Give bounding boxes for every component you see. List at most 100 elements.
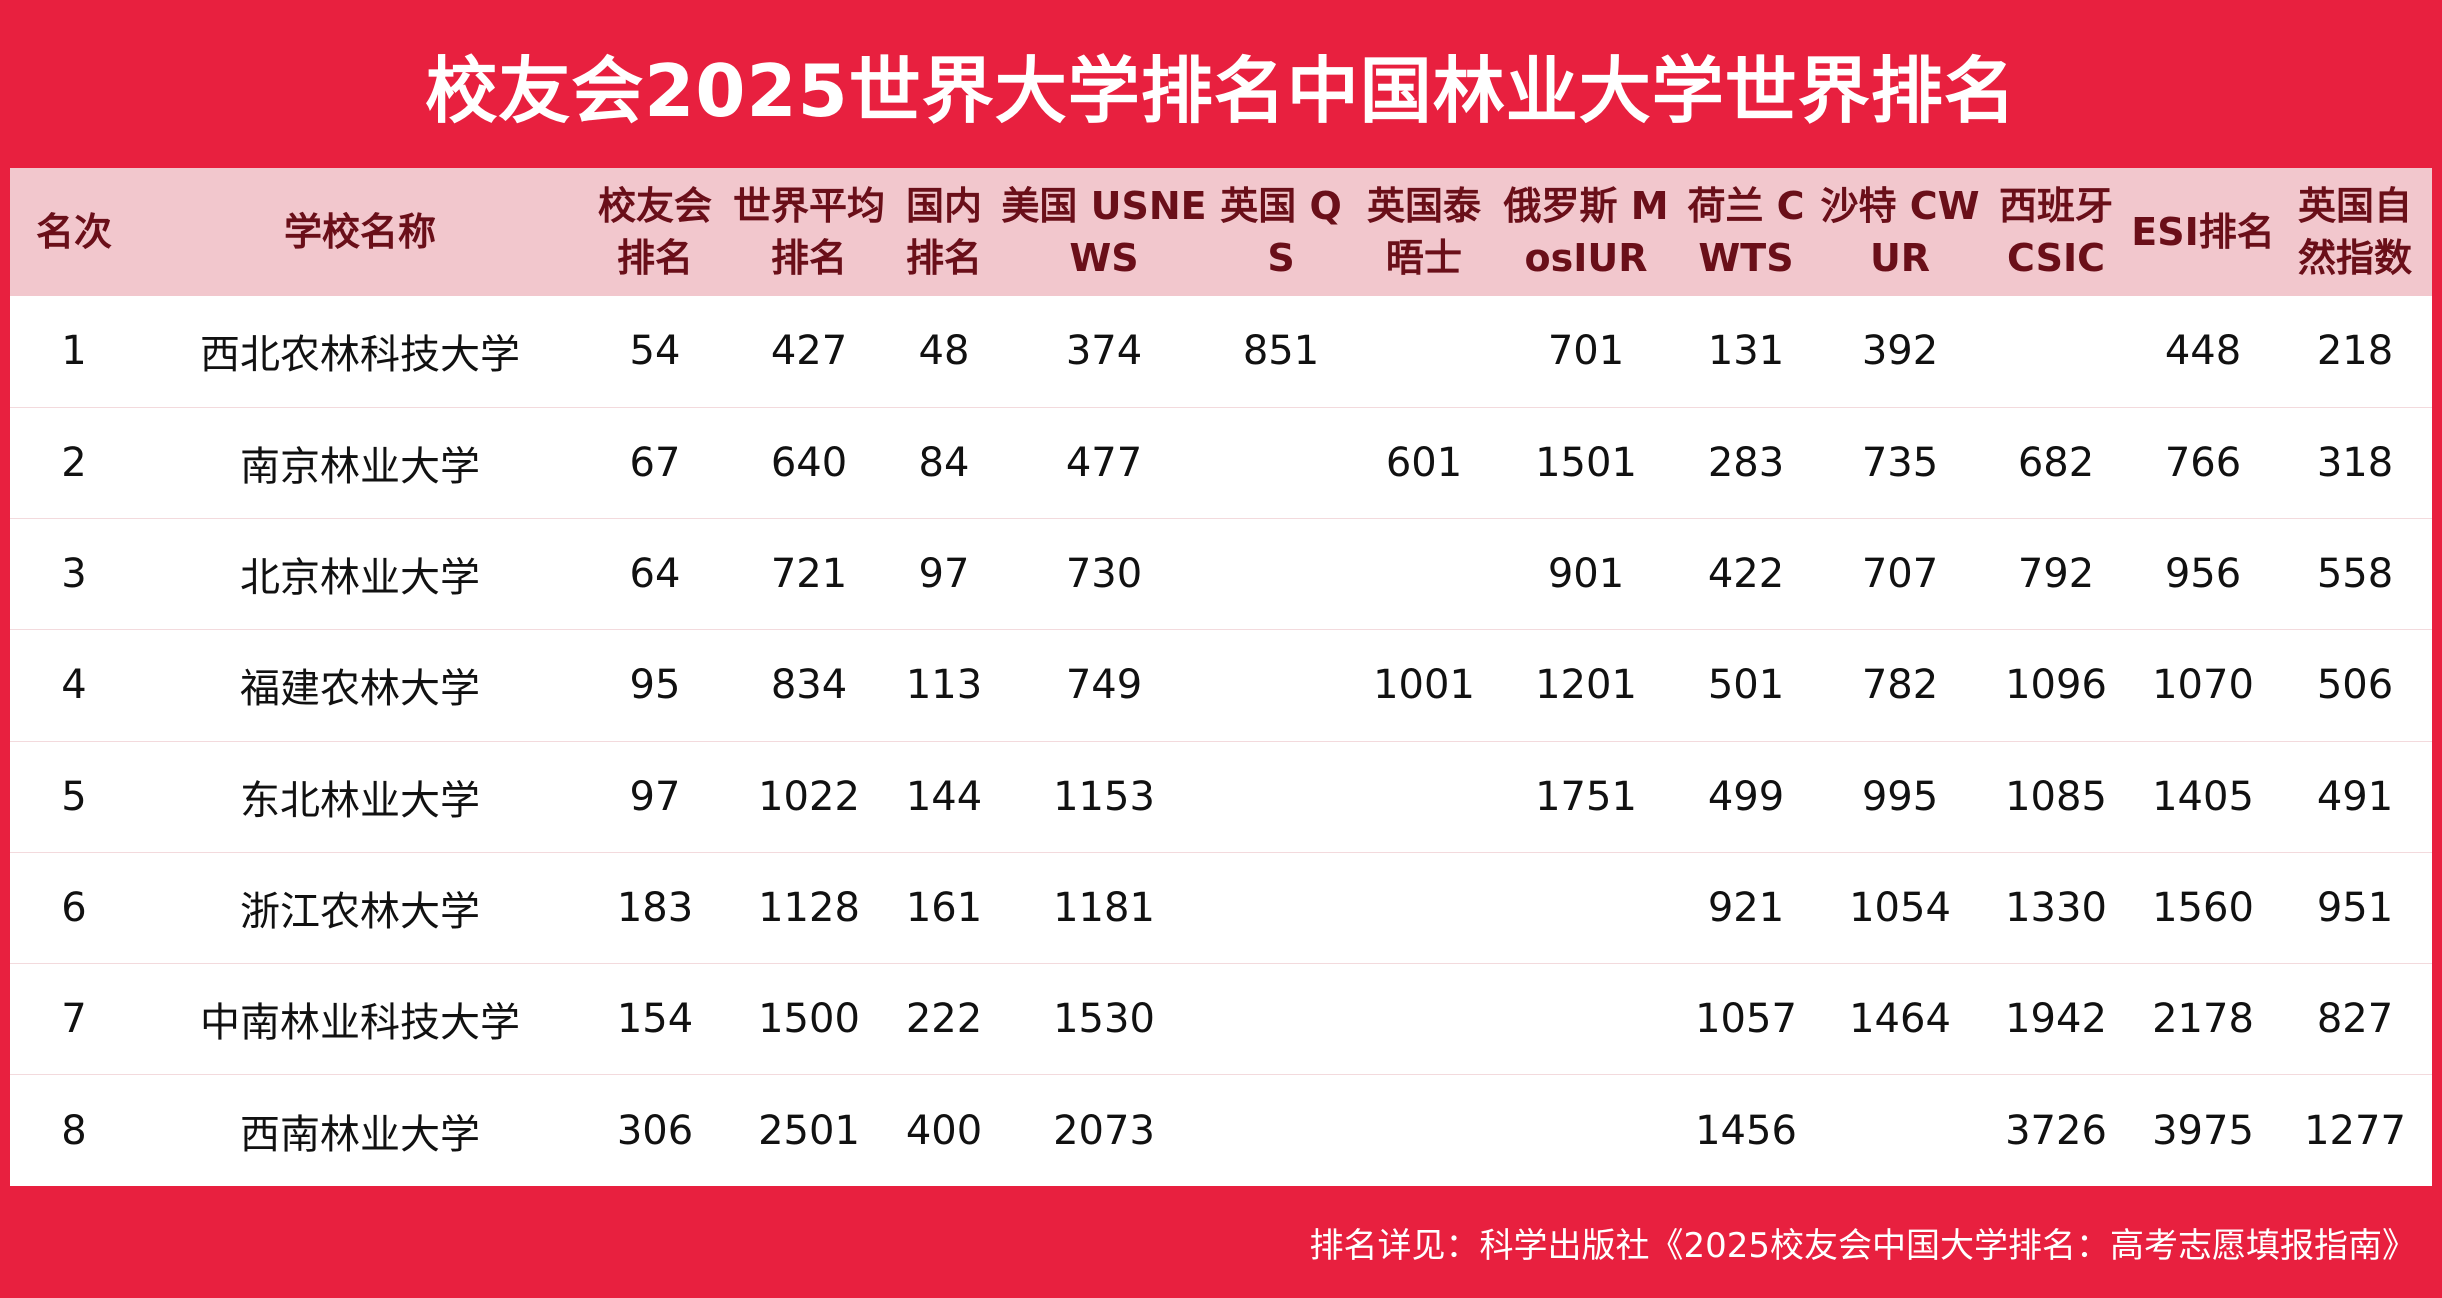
table-cell: 1405	[2152, 773, 2254, 820]
source-note: 排名详见：科学出版社《2025校友会中国大学排名：高考志愿填报指南》	[1309, 1225, 2416, 1266]
table-row: 7 中南林业科技大学 154 1500 222 1530 1057 1464 1942 2178 8…	[10, 964, 2432, 1075]
table-cell: 3726	[2005, 1107, 2107, 1154]
school-name-cell: 浙江农林大学	[240, 888, 480, 935]
table-cell: 1054	[1849, 884, 1951, 931]
school-name-cell: 西北农林科技大学	[200, 332, 520, 379]
table-cell: 782	[1861, 662, 1939, 709]
table-cell: 640	[770, 439, 848, 486]
header-domestic-rank: 国内排名	[905, 184, 982, 280]
table-cell: 951	[2316, 884, 2394, 931]
table-cell: 501	[1707, 662, 1785, 709]
school-name-cell: 东北林业大学	[240, 777, 480, 824]
header-csic: 西班牙 CSIC	[1998, 184, 2113, 280]
table-row: 2 南京林业大学 67 640 84 477 601 1501 283 735 682 766 318	[10, 407, 2432, 519]
table-cell: 306	[616, 1107, 694, 1154]
table-cell	[1210, 741, 1352, 852]
table-cell: 721	[770, 551, 848, 598]
table-cell: 64	[629, 551, 681, 598]
header-times: 英国泰晤士	[1366, 184, 1481, 280]
table-cell	[1352, 964, 1496, 1075]
table-cell: 1085	[2005, 773, 2107, 820]
table-cell: 1181	[1053, 884, 1155, 931]
table-cell: 1001	[1373, 662, 1475, 709]
table-cell: 183	[616, 884, 694, 931]
table-cell	[1352, 741, 1496, 852]
header-cwts: 荷兰 CWTS	[1687, 184, 1805, 280]
table-cell: 735	[1861, 439, 1939, 486]
school-name-cell: 福建农林大学	[240, 666, 480, 713]
table-cell: 601	[1385, 439, 1463, 486]
table-cell: 5	[61, 773, 87, 820]
table-cell: 1153	[1053, 773, 1155, 820]
header-cwur: 沙特 CWUR	[1820, 184, 1980, 280]
table-cell	[1496, 852, 1676, 963]
table-cell: 995	[1861, 773, 1939, 820]
table-cell: 1277	[2304, 1107, 2406, 1154]
table-row: 4 福建农林大学 95 834 113 749 1001 1201 501 782 1096 1070…	[10, 630, 2432, 741]
table-cell: 506	[2316, 662, 2394, 709]
table-cell: 2501	[758, 1107, 860, 1154]
table-cell: 1	[61, 328, 87, 375]
table-cell: 8	[61, 1107, 87, 1154]
table-row: 8 西南林业大学 306 2501 400 2073 1456 3726 3975 1277	[10, 1075, 2432, 1186]
table-cell: 1464	[1849, 996, 1951, 1043]
school-name-cell: 中南林业科技大学	[200, 1000, 520, 1047]
table-cell: 222	[905, 996, 983, 1043]
table-cell: 48	[918, 328, 970, 375]
table-cell: 1942	[2005, 996, 2107, 1043]
table-cell: 956	[2164, 551, 2242, 598]
table-cell: 834	[770, 662, 848, 709]
table-cell: 558	[2316, 551, 2394, 598]
table-cell: 161	[905, 884, 983, 931]
table-cell: 1751	[1535, 773, 1637, 820]
ranking-table: 名次 学校名称 校友会排名 世界平均排名 国内排名 美国 USNEWS 英国 Q…	[10, 168, 2432, 1186]
table-cell	[1210, 852, 1352, 963]
table-cell: 154	[616, 996, 694, 1043]
table-cell	[1352, 1075, 1496, 1186]
table-cell: 707	[1861, 551, 1939, 598]
table-cell: 792	[2017, 551, 2095, 598]
table-cell	[1210, 964, 1352, 1075]
table-cell: 827	[2316, 996, 2394, 1043]
table-cell: 95	[629, 662, 681, 709]
table-cell: 766	[2164, 439, 2242, 486]
table-cell: 374	[1065, 328, 1143, 375]
table-cell: 921	[1707, 884, 1785, 931]
table-cell: 54	[629, 328, 681, 375]
table-cell: 3975	[2152, 1107, 2254, 1154]
table-row: 1 西北农林科技大学 54 427 48 374 851 701 131 392 448 218	[10, 296, 2432, 408]
table-cell: 97	[629, 773, 681, 820]
header-school-name: 学校名称	[283, 210, 436, 254]
table-cell	[1210, 630, 1352, 741]
table-cell	[1210, 1075, 1352, 1186]
table-cell: 701	[1547, 328, 1625, 375]
table-cell: 113	[905, 662, 983, 709]
table-cell: 1201	[1535, 662, 1637, 709]
table-cell: 1456	[1695, 1107, 1797, 1154]
table-row: 6 浙江农林大学 183 1128 161 1181 921 1054 1330 1560 951	[10, 852, 2432, 964]
table-cell: 67	[629, 439, 681, 486]
table-cell	[1352, 519, 1496, 630]
table-cell: 131	[1707, 328, 1785, 375]
table-cell: 491	[2316, 773, 2394, 820]
table-cell: 1501	[1535, 439, 1637, 486]
table-cell: 392	[1861, 328, 1939, 375]
table-cell: 4	[61, 662, 87, 709]
table-row: 5 东北林业大学 97 1022 144 1153 1751 499 995 1085 1405 49…	[10, 741, 2432, 853]
header-qs: 英国 QS	[1220, 184, 1342, 280]
header-mosiur: 俄罗斯 MosIUR	[1503, 184, 1669, 280]
school-name-cell: 北京林业大学	[240, 555, 480, 602]
table-cell: 2178	[2152, 996, 2254, 1043]
header-esi: ESI排名	[2131, 210, 2275, 254]
school-name-cell: 西南林业大学	[240, 1111, 480, 1158]
table-body: 1 西北农林科技大学 54 427 48 374 851 701 131 392 448 218 2 南京…	[10, 296, 2432, 1186]
table-cell	[1352, 852, 1496, 963]
table-cell: 448	[2164, 328, 2242, 375]
table-cell	[1496, 1075, 1676, 1186]
table-cell: 1128	[758, 884, 860, 931]
table-header: 名次 学校名称 校友会排名 世界平均排名 国内排名 美国 USNEWS 英国 Q…	[10, 168, 2432, 296]
table-cell: 1530	[1053, 996, 1155, 1043]
table-cell: 901	[1547, 551, 1625, 598]
table-cell	[1984, 296, 2128, 407]
table-cell	[1496, 964, 1676, 1075]
